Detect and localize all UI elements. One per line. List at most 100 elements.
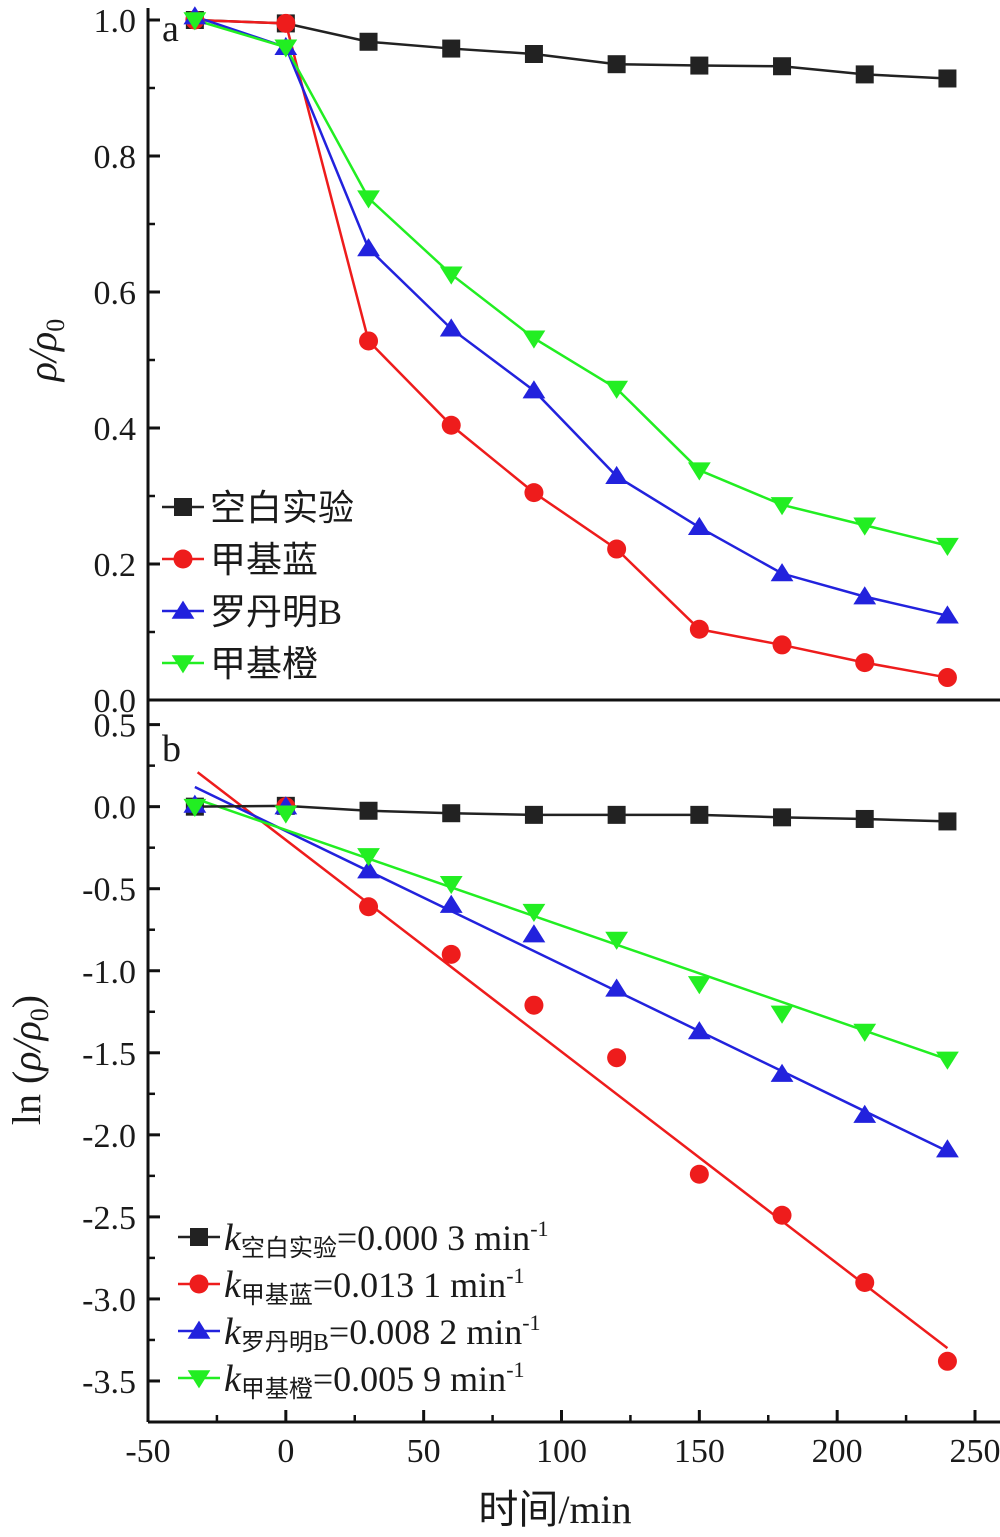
panel-a-point-1 — [937, 668, 957, 688]
panel-a-point-3 — [522, 330, 546, 349]
legend-b-subscript: 甲基蓝 — [241, 1282, 313, 1309]
legend-b-label-1: k甲基蓝=0.013 1 min-1 — [224, 1263, 525, 1309]
panel-a-point-3 — [936, 537, 959, 556]
legend-a-marker-1 — [173, 549, 193, 569]
panel-b-point-1 — [441, 944, 461, 964]
panel-a-point-3 — [183, 12, 207, 31]
rho-sub: 0 — [41, 319, 70, 332]
panel-a-point-1 — [689, 619, 709, 639]
panel-a-point-1 — [276, 13, 296, 33]
panel-a-y-tick-label: 0.0 — [94, 683, 137, 720]
legend-a-marker-0 — [174, 498, 192, 516]
panel-b-point-3 — [522, 903, 546, 923]
legend-b-label-2: k罗丹明B=0.008 2 min-1 — [224, 1310, 541, 1356]
panel-b-series-line-0 — [194, 804, 948, 823]
panel-b-point-2 — [522, 924, 546, 943]
panel-b-point-0 — [524, 805, 543, 824]
legend-b-unit-exponent: -1 — [506, 1357, 524, 1382]
panel-b-point-1 — [855, 1273, 875, 1293]
panel-a-y-tick-label: 0.8 — [94, 139, 137, 176]
legend-b-k-value: =0.005 9 min — [313, 1359, 506, 1399]
panel-a-point-0 — [442, 39, 461, 58]
panel-b-point-2 — [770, 1063, 794, 1082]
panel-a-point-2 — [770, 563, 794, 582]
fit-lines-layer — [194, 771, 949, 1350]
panel-b-point-3 — [687, 976, 711, 995]
legend-b-subscript: 空白实验 — [241, 1235, 337, 1262]
x-tick-label: 200 — [812, 1433, 863, 1470]
panel-b-point-0 — [607, 805, 626, 824]
rho-symbol: ρ/ρ — [20, 332, 65, 384]
panel-a-point-1 — [607, 539, 627, 559]
x-tick-label: -50 — [125, 1433, 170, 1470]
panel-b-point-0 — [690, 805, 709, 824]
panel-a-y-tick-label: 0.4 — [94, 411, 137, 448]
panel-b-y-tick-label: 0.0 — [94, 790, 137, 827]
panel-b-point-0 — [359, 801, 378, 820]
x-tick-label: 0 — [277, 1433, 294, 1470]
panel-b-point-3 — [183, 798, 207, 818]
tick-labels-layer: 1.00.80.60.40.20.00.50.0-0.5-1.0-1.5-2.0… — [82, 3, 1000, 1470]
panel-a-point-1 — [359, 331, 379, 351]
panel-a-y-tick-label: 1.0 — [94, 3, 137, 40]
legend-b-marker-2 — [187, 1320, 211, 1339]
legend-a-label-1: 甲基蓝 — [210, 540, 318, 580]
panel-b-fit-line-2 — [194, 785, 948, 1153]
panel-a-series-line-0 — [194, 18, 948, 80]
panel-b-point-1 — [689, 1164, 709, 1184]
legend-a-label-3: 甲基橙 — [210, 644, 318, 684]
legend-b-unit-exponent: -1 — [530, 1216, 548, 1241]
legend-a-label-2: 罗丹明B — [210, 592, 342, 632]
panel-b-point-1 — [772, 1205, 792, 1225]
panel-b-point-2 — [439, 894, 463, 913]
axes-layer — [146, 8, 1000, 1424]
legend-b-k-symbol: k — [224, 1358, 242, 1400]
panel-a-point-0 — [855, 65, 874, 84]
panel-b-fit-line-1 — [196, 771, 949, 1350]
panel-b-point-3 — [605, 931, 629, 950]
legend-b-unit-exponent: -1 — [506, 1263, 524, 1288]
legend-b-marker-1 — [189, 1274, 209, 1294]
panel-a-point-1 — [855, 653, 875, 673]
panel-b-y-tick-label: -1.5 — [82, 1036, 136, 1073]
panel-a-label: a — [162, 8, 179, 50]
panel-a-point-0 — [524, 45, 543, 63]
panel-b-y-tick-label: -2.0 — [82, 1118, 136, 1155]
panel-a-point-2 — [522, 380, 546, 399]
panel-a-point-0 — [607, 55, 626, 74]
legend-b-label-3: k甲基橙=0.005 9 min-1 — [224, 1357, 525, 1403]
panel-a-point-3 — [770, 497, 794, 516]
legend-b-subscript: 罗丹明B — [241, 1330, 329, 1356]
panel-b-y-tick-label: -1.0 — [82, 954, 136, 991]
panel-a-point-0 — [773, 57, 792, 76]
panel-b-point-0 — [773, 808, 792, 827]
panel-a-point-3 — [605, 380, 629, 399]
panel-b-fit-line-3 — [194, 797, 948, 1061]
panel-b-y-tick-label: -2.5 — [82, 1200, 136, 1237]
panel-a-y-axis-title: ρ/ρ0 — [20, 319, 70, 384]
panel-a-point-0 — [359, 32, 378, 51]
panel-b-point-1 — [359, 897, 379, 917]
panel-a-series-line-2 — [194, 15, 948, 617]
legend-b-k-value: =0.013 1 min — [313, 1265, 506, 1305]
panel-a-point-2 — [853, 586, 877, 605]
panel-a-point-2 — [439, 318, 463, 337]
panel-b-point-2 — [853, 1104, 877, 1123]
panel-a-point-0 — [938, 69, 957, 88]
x-tick-label: 250 — [950, 1433, 1000, 1470]
legend-b-marker-3 — [187, 1370, 211, 1389]
x-tick-label: 100 — [536, 1433, 587, 1470]
series-layer — [194, 15, 948, 823]
panel-a-point-3 — [274, 39, 298, 58]
panel-b-point-2 — [605, 978, 629, 997]
panel-a-series-line-3 — [194, 18, 948, 547]
panel-a-y-tick-label: 0.2 — [94, 547, 137, 584]
legend-b-k-symbol: k — [224, 1264, 242, 1306]
panel-b-label: b — [162, 728, 181, 770]
panel-b-y-tick-label: -3.0 — [82, 1282, 136, 1319]
x-tick-label: 150 — [674, 1433, 725, 1470]
panel-b-point-2 — [687, 1021, 711, 1040]
panel-a-point-1 — [441, 415, 461, 435]
panel-b-y-axis-title: ln (ρ/ρ0) — [4, 995, 54, 1125]
panel-a-point-1 — [772, 635, 792, 655]
